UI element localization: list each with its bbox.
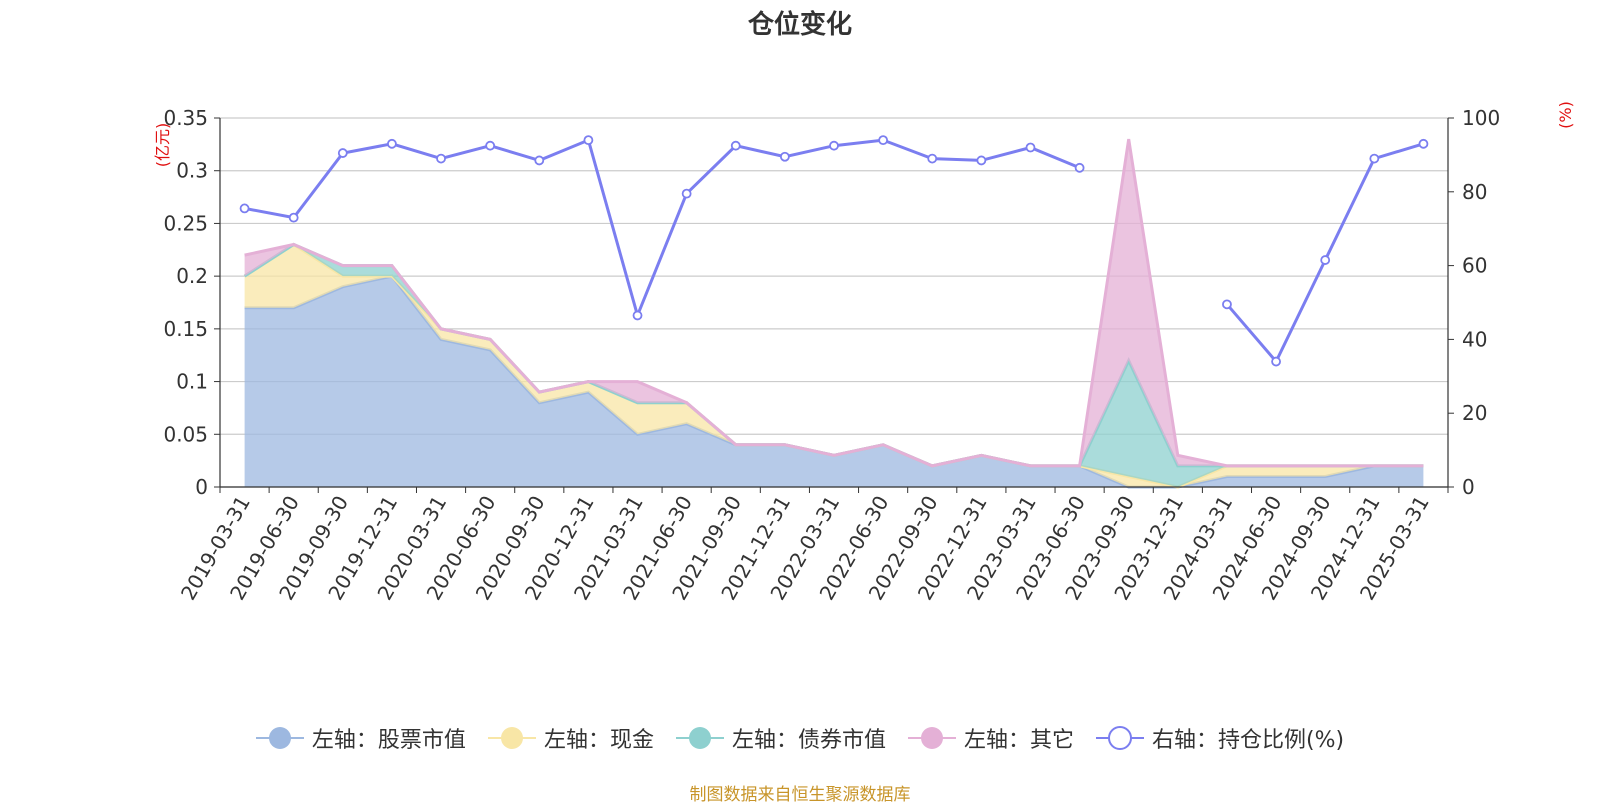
ratio-point <box>1271 356 1281 367</box>
legend-swatch-icon <box>675 727 724 749</box>
ratio-point <box>829 140 839 151</box>
left-axis-label: (亿元) <box>153 123 172 168</box>
stacked-areas <box>243 138 1424 489</box>
left-tick-label: 0.15 <box>163 317 208 341</box>
ratio-point <box>337 148 348 158</box>
ratio-point <box>1025 142 1036 153</box>
legend-item[interactable]: 左轴：债券市值 <box>675 722 886 754</box>
left-tick-label: 0.1 <box>176 370 208 394</box>
ratio-point <box>387 138 397 149</box>
right-axis-label: (%) <box>1556 101 1575 129</box>
legend-label: 左轴：股票市值 <box>311 728 466 753</box>
legend-item[interactable]: 左轴：其它 <box>907 722 1074 754</box>
legend-label: 左轴：其它 <box>963 728 1074 753</box>
right-tick-label: 80 <box>1462 180 1487 204</box>
ratio-point <box>730 140 741 151</box>
area-左轴：债券市值 <box>244 244 1424 487</box>
right-tick-label: 20 <box>1462 401 1487 425</box>
ratio-point <box>779 151 790 162</box>
legend-item[interactable]: 右轴：持仓比例(%) <box>1095 722 1345 754</box>
area-左轴：股票市值 <box>244 276 1424 487</box>
ratio-point <box>878 135 889 146</box>
legend-item[interactable]: 左轴：股票市值 <box>255 722 466 754</box>
area-edge-左轴：其它 <box>244 138 1424 468</box>
ratio-point <box>239 203 250 214</box>
right-tick-label: 0 <box>1462 475 1475 499</box>
ratio-point <box>1074 162 1085 173</box>
left-tick-label: 0.3 <box>176 159 208 183</box>
legend-swatch-icon <box>487 727 536 749</box>
legend-label: 左轴：现金 <box>543 728 654 753</box>
right-tick-label: 60 <box>1462 254 1487 278</box>
ratio-point <box>583 135 594 146</box>
ratio-point <box>288 212 299 223</box>
legend-swatch-icon <box>907 727 956 749</box>
left-tick-label: 0.05 <box>163 422 208 446</box>
ratio-point <box>976 155 987 166</box>
left-tick-label: 0.2 <box>176 264 208 288</box>
legend-swatch-icon <box>1095 726 1144 750</box>
ratio-line <box>239 135 1429 367</box>
ratio-point <box>1369 153 1380 164</box>
ratio-point <box>1418 138 1429 149</box>
legend-label: 左轴：债券市值 <box>731 728 886 753</box>
ratio-point <box>1320 255 1331 265</box>
legend-label: 右轴：持仓比例(%) <box>1151 728 1345 753</box>
legend-item[interactable]: 左轴：现金 <box>487 722 654 754</box>
ratio-point <box>1222 299 1232 310</box>
area-左轴：其它 <box>244 139 1424 466</box>
left-tick-label: 0.35 <box>163 106 208 130</box>
right-tick-label: 40 <box>1462 327 1487 351</box>
ratio-point <box>436 153 446 164</box>
right-tick-label: 100 <box>1462 106 1500 130</box>
ratio-point <box>681 188 692 199</box>
source-note: 制图数据来自恒生聚源数据库 <box>689 785 911 805</box>
ratio-point <box>632 310 643 321</box>
left-tick-label: 0 <box>195 475 208 499</box>
chart-title: 仓位变化 <box>747 10 852 40</box>
ratio-point <box>534 155 545 166</box>
chart-legend: 左轴：股票市值 左轴：现金 左轴：债券市值 左轴：其它 右轴：持仓比例(%) <box>0 722 1600 754</box>
ratio-point <box>485 140 496 151</box>
legend-swatch-icon <box>255 727 304 749</box>
left-tick-label: 0.25 <box>163 211 208 235</box>
ratio-point <box>927 153 938 164</box>
